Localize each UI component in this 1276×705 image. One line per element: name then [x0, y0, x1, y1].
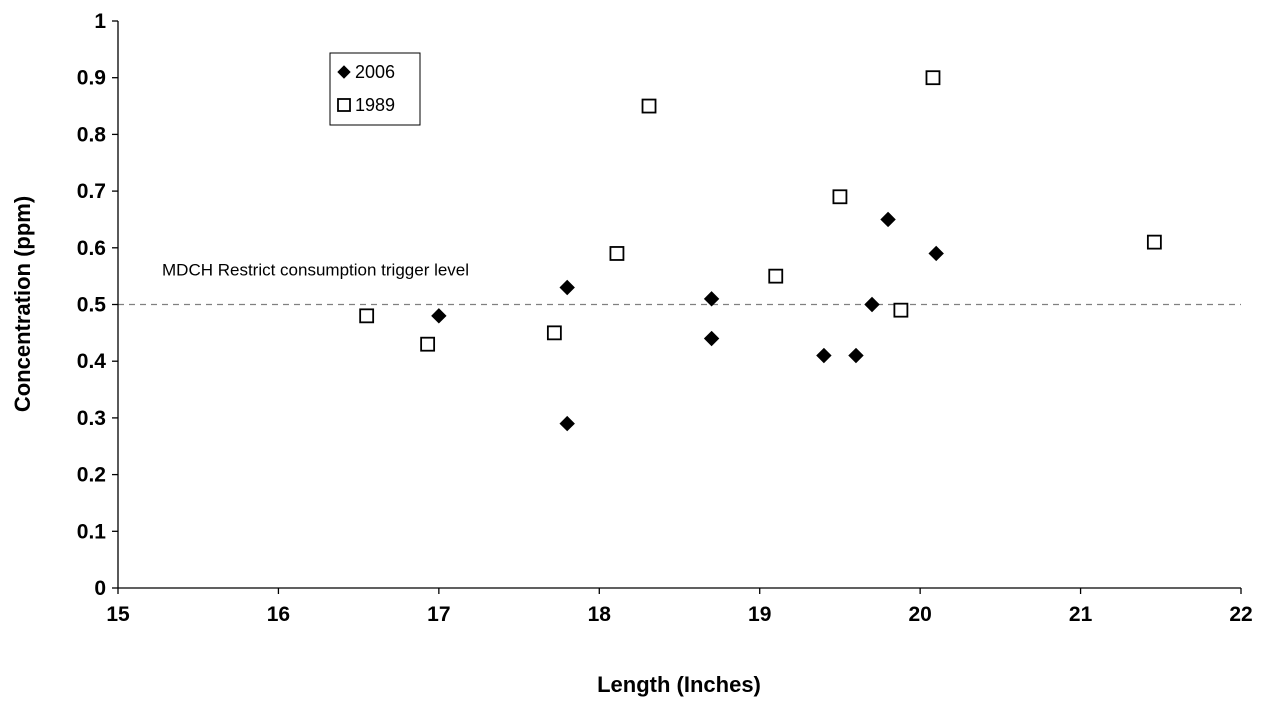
- y-axis-title: Concentration (ppm): [10, 196, 35, 412]
- x-tick-label: 16: [267, 603, 290, 626]
- legend-label-2006: 2006: [355, 62, 395, 82]
- legend-box: [329, 52, 421, 126]
- y-tick-label: 0.1: [77, 520, 107, 543]
- data-point-2006: [928, 245, 944, 262]
- data-point-2006: [848, 347, 864, 364]
- data-point-1989: [359, 308, 375, 324]
- data-point-1989: [546, 325, 562, 341]
- y-tick-label: 0.6: [77, 237, 106, 260]
- data-point-1989: [925, 70, 941, 86]
- data-point-2006: [816, 347, 832, 364]
- data-point-2006: [559, 279, 575, 296]
- x-axis-title: Length (Inches): [597, 672, 761, 697]
- x-tick-label: 21: [1069, 603, 1093, 626]
- y-tick-label: 0.3: [77, 407, 106, 430]
- data-point-1989: [641, 98, 657, 114]
- data-point-2006: [703, 291, 720, 307]
- reference-line-label: MDCH Restrict consumption trigger level: [162, 261, 469, 280]
- y-tick-label: 0.5: [77, 294, 107, 317]
- legend-label-1989: 1989: [355, 95, 395, 115]
- data-point-2006: [880, 211, 896, 228]
- data-point-1989: [768, 268, 784, 284]
- data-point-2006: [864, 296, 880, 313]
- y-tick-label: 1: [94, 10, 106, 33]
- y-tick-label: 0.9: [77, 67, 106, 90]
- data-point-2006: [703, 330, 720, 347]
- data-points-group: [359, 70, 1162, 432]
- data-point-1989: [893, 302, 909, 318]
- axes-group: 0 0.1 0.2 0.3 0.4 0.5 0.6 0.7 0.8 0.9 1 15 16 17 18 19 2…: [77, 10, 1253, 626]
- x-tick-label: 19: [748, 603, 771, 626]
- data-point-2006: [559, 415, 575, 432]
- legend: 2006 1989: [329, 52, 421, 126]
- legend-marker-2006: [337, 65, 351, 79]
- data-point-2006: [431, 308, 447, 324]
- x-tick-label: 15: [106, 603, 130, 626]
- x-tick-label: 17: [427, 603, 450, 626]
- y-tick-label: 0.4: [77, 350, 107, 373]
- y-tick-label: 0.8: [77, 123, 107, 146]
- data-point-1989: [420, 336, 436, 352]
- data-point-1989: [1146, 234, 1162, 250]
- x-tick-label: 18: [588, 603, 612, 626]
- y-tick-label: 0.7: [77, 180, 106, 203]
- y-tick-label: 0: [94, 577, 106, 600]
- x-tick-label: 22: [1229, 603, 1252, 626]
- reference-line-group: MDCH Restrict consumption trigger level: [118, 261, 1241, 306]
- data-point-1989: [609, 246, 625, 261]
- x-tick-label: 20: [908, 603, 931, 626]
- data-point-1989: [832, 189, 848, 205]
- y-tick-label: 0.2: [77, 464, 106, 487]
- legend-marker-1989: [337, 98, 351, 112]
